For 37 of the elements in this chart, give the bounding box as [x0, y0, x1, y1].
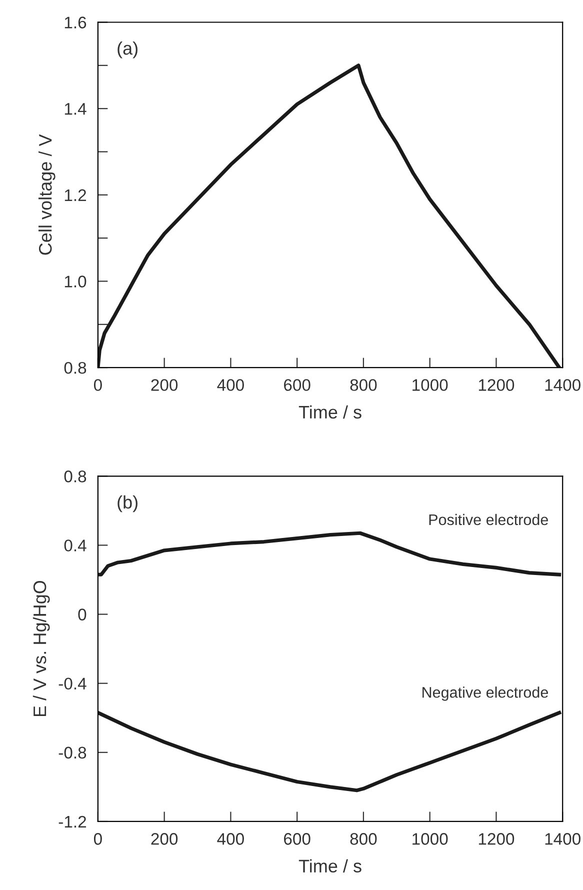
y-tick-label: -0.4	[58, 678, 86, 690]
x-tick-label: 1400	[545, 833, 580, 845]
y-axis-title: E / V vs. Hg/HgO	[32, 580, 50, 716]
series-label: Negative electrode	[422, 686, 548, 701]
y-tick-label: 1.6	[64, 16, 86, 28]
x-axis-title: Time / s	[298, 859, 362, 872]
x-tick-label: 0	[94, 379, 102, 391]
x-tick-label: 800	[350, 379, 377, 391]
y-tick-label: 0.8	[64, 362, 86, 374]
x-tick-label: 800	[350, 833, 377, 845]
y-tick-label: 0.4	[64, 540, 86, 552]
y-tick-label: -0.8	[58, 746, 86, 759]
x-tick-label: 1400	[545, 379, 580, 391]
y-tick-label: 0	[78, 608, 86, 620]
y-tick-label: 1.2	[64, 189, 86, 201]
x-tick-label: 0	[94, 833, 102, 845]
x-axis-title: Time / s	[298, 405, 362, 419]
x-tick-label: 600	[284, 833, 310, 845]
y-tick-label: 0.8	[64, 470, 86, 482]
x-tick-label: 400	[217, 833, 244, 845]
y-tick-label: 1.4	[64, 103, 86, 115]
y-tick-label: -1.2	[58, 816, 86, 828]
x-tick-label: 200	[151, 833, 178, 845]
x-tick-label: 1000	[412, 833, 448, 845]
x-tick-label: 400	[217, 379, 244, 391]
line-series	[98, 710, 562, 792]
x-tick-label: 1200	[478, 833, 514, 845]
text: Positive electrode	[429, 514, 548, 526]
y-tick-label: 1.0	[64, 276, 86, 288]
x-tick-label: 200	[151, 379, 178, 391]
x-tick-label: 600	[284, 379, 310, 391]
x-tick-label: 1200	[478, 379, 514, 391]
annotation: (b)	[118, 495, 138, 512]
y-axis-title: Cell voltage / V	[38, 134, 56, 255]
x-tick-label: 1000	[412, 379, 448, 391]
annotation: (a)	[118, 41, 138, 58]
line-series	[98, 531, 562, 576]
